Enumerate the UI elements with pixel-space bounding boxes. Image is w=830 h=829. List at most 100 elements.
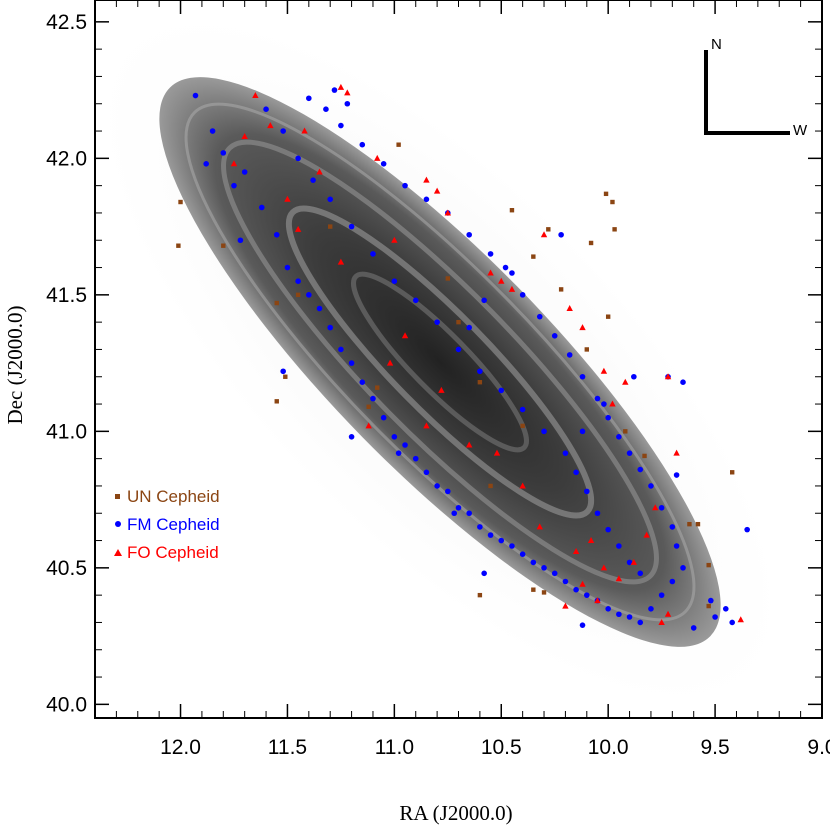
point-fm-cepheid [648, 483, 654, 489]
point-fm-cepheid [209, 128, 216, 134]
point-fo-cepheid [230, 160, 238, 167]
point-fo-cepheid [386, 359, 394, 366]
point-fo-cepheid [294, 225, 302, 232]
point-fm-cepheid [637, 619, 644, 626]
point-fm-cepheid [669, 524, 676, 530]
point-fo-cepheid [673, 449, 680, 456]
point-fo-cepheid [643, 531, 650, 538]
point-fm-cepheid [558, 231, 564, 238]
point-fo-cepheid [579, 580, 586, 587]
point-un-cepheid [558, 287, 564, 292]
point-un-cepheid [366, 404, 371, 409]
point-fm-cepheid [231, 182, 237, 189]
point-un-cepheid [706, 562, 711, 568]
point-fm-cepheid [669, 578, 676, 585]
point-fo-cepheid [566, 304, 573, 311]
point-fm-cepheid [648, 605, 654, 612]
point-fo-cepheid [337, 83, 345, 90]
compass-north-label: N [711, 36, 722, 53]
point-fm-cepheid [455, 504, 462, 511]
point-fo-cepheid [540, 231, 548, 238]
point-fo-cepheid [600, 367, 608, 374]
point-fo-cepheid [438, 386, 445, 393]
point-fo-cepheid [444, 209, 452, 216]
point-fm-cepheid [338, 346, 344, 353]
point-fm-cepheid [658, 504, 665, 511]
point-fm-cepheid [451, 510, 458, 517]
point-un-cepheid [283, 374, 288, 379]
point-fm-cepheid [402, 442, 408, 448]
point-fo-cepheid [337, 258, 345, 265]
point-fm-cepheid [280, 368, 286, 375]
point-fm-cepheid [466, 324, 472, 331]
point-fm-cepheid [306, 292, 312, 298]
point-fo-cepheid [508, 285, 516, 292]
point-fm-cepheid [594, 395, 601, 402]
point-un-cepheid [396, 142, 401, 147]
point-fm-cepheid [541, 428, 547, 435]
point-fo-cepheid [664, 610, 672, 617]
point-fm-cepheid [530, 559, 537, 566]
point-fm-cepheid [380, 414, 387, 421]
point-fm-cepheid [637, 570, 644, 577]
point-un-cepheid [541, 590, 547, 595]
point-fo-cepheid [737, 616, 744, 623]
point-fm-cepheid [579, 428, 586, 435]
point-fm-cepheid [466, 231, 472, 238]
point-un-cepheid [456, 319, 461, 325]
point-fo-cepheid [401, 332, 409, 339]
point-fm-cepheid [220, 150, 227, 156]
point-fm-cepheid [502, 264, 509, 271]
point-fm-cepheid [310, 177, 316, 183]
point-fo-cepheid [536, 523, 543, 530]
point-fm-cepheid [455, 346, 462, 353]
point-fm-cepheid [583, 592, 590, 598]
point-un-cepheid [610, 199, 615, 205]
point-un-cepheid [603, 191, 609, 197]
point-fm-cepheid [316, 305, 323, 312]
point-fm-cepheid [344, 100, 351, 107]
point-fm-cepheid [466, 510, 472, 517]
point-fm-cepheid [402, 182, 408, 189]
point-fm-cepheid [509, 270, 515, 276]
point-fo-cepheid [391, 236, 398, 243]
point-fm-cepheid [519, 292, 526, 298]
point-fm-cepheid [295, 155, 301, 162]
point-fo-cepheid [301, 127, 308, 134]
point-fo-cepheid [615, 575, 623, 582]
point-fo-cepheid [664, 373, 672, 380]
point-un-cepheid [477, 380, 483, 385]
x-tick-label: 11.5 [268, 736, 307, 759]
point-fm-cepheid [412, 455, 419, 462]
point-fm-cepheid [481, 570, 487, 577]
point-fm-cepheid [579, 373, 586, 380]
point-fm-cepheid [348, 360, 355, 366]
point-fm-cepheid [541, 565, 547, 571]
point-un-cepheid [274, 399, 279, 404]
data-points [176, 83, 750, 631]
point-un-cepheid [584, 347, 589, 352]
point-fm-cepheid [306, 95, 312, 102]
point-fo-cepheid [562, 602, 569, 609]
point-fm-cepheid [583, 488, 590, 495]
point-fm-cepheid [203, 161, 209, 167]
y-tick-label: 40.5 [46, 557, 87, 580]
point-fo-cepheid [252, 92, 259, 99]
point-un-cepheid [274, 300, 279, 306]
point-fo-cepheid [487, 269, 494, 276]
compass-west-label: W [793, 122, 808, 139]
point-fm-cepheid [323, 106, 329, 113]
point-fm-cepheid [348, 434, 355, 440]
point-fo-cepheid [365, 422, 372, 429]
point-un-cepheid [445, 276, 451, 281]
axis-ticks [95, 0, 823, 718]
point-fm-cepheid [626, 614, 633, 620]
point-fm-cepheid [423, 196, 430, 203]
point-fm-cepheid [744, 526, 750, 533]
point-fm-cepheid [680, 379, 686, 386]
point-fo-cepheid [493, 449, 501, 456]
x-tick-label: 11.0 [375, 736, 414, 759]
compass: N W [704, 36, 808, 139]
galaxy-image [99, 15, 781, 705]
